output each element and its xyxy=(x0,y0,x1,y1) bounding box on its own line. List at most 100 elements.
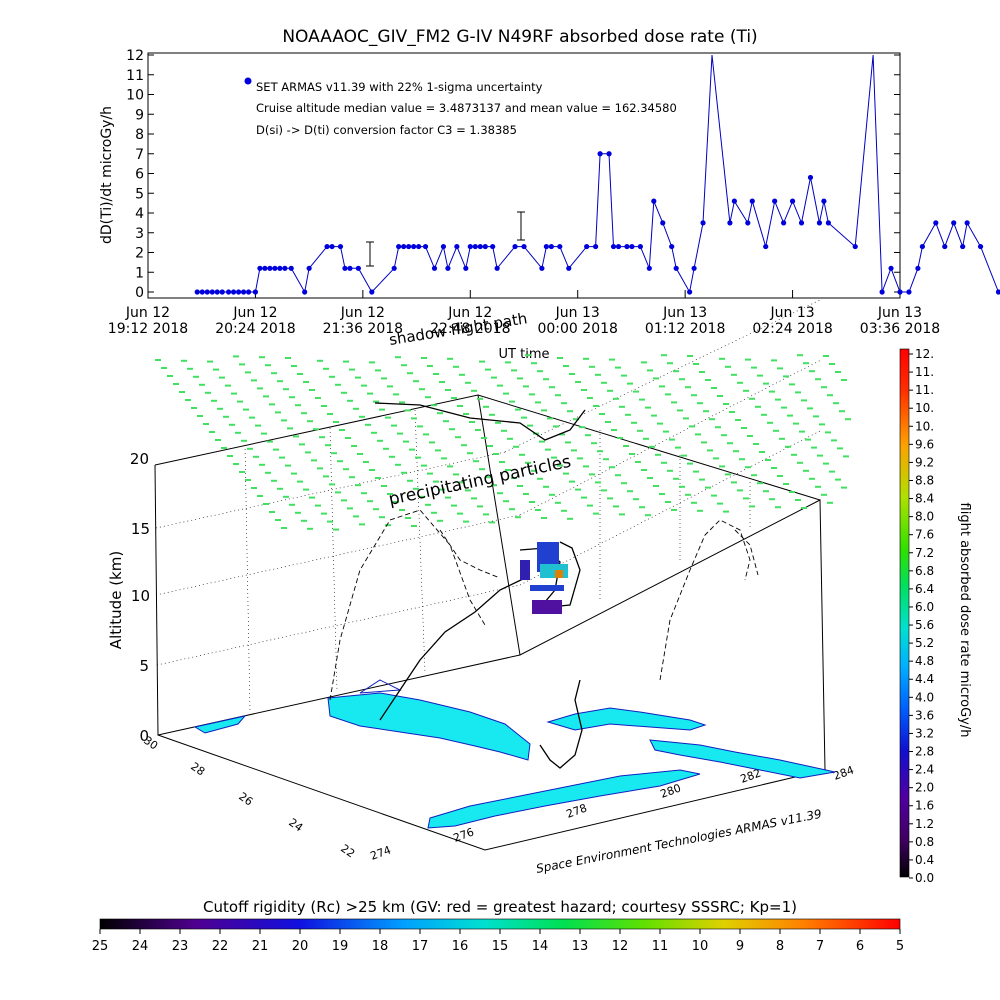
data-point xyxy=(245,289,252,295)
data-point xyxy=(825,220,831,226)
data-point xyxy=(995,289,1000,295)
x-tick-label-date: Jun 13 xyxy=(770,305,815,321)
data-point xyxy=(584,243,590,250)
rc-tick-label: 16 xyxy=(452,939,469,954)
data-point xyxy=(763,243,769,250)
x-tick-label-date: Jun 12 xyxy=(447,305,492,321)
y-tick-label: 11 xyxy=(126,68,144,84)
dose-tick-label: 0.0 xyxy=(915,871,934,885)
x-tick-label-time: 03:36 2018 xyxy=(860,321,940,337)
top-chart-title: NOAAAOC_GIV_FM2 G-IV N49RF absorbed dose… xyxy=(282,27,757,47)
altitude-tick-label: 5 xyxy=(139,657,149,675)
rc-tick-label: 10 xyxy=(692,939,709,954)
data-point xyxy=(204,289,210,295)
latitude-tick-label: 24 xyxy=(286,816,305,835)
top-x-axis-label: UT time xyxy=(499,347,550,362)
dose-tick-label: 2.8 xyxy=(915,745,934,759)
latitude-tick-label: 22 xyxy=(338,842,357,861)
data-point xyxy=(306,265,312,271)
rc-tick-label: 17 xyxy=(412,939,429,954)
data-point xyxy=(521,243,527,250)
x-tick-label-date: Jun 12 xyxy=(232,305,277,321)
data-point xyxy=(942,243,948,250)
top-plot-frame xyxy=(147,52,901,299)
x-tick-label-time: 01:12 2018 xyxy=(645,321,725,337)
rc-tick-label: 22 xyxy=(212,939,229,954)
data-point xyxy=(624,243,630,250)
dose-tick-label: 2.4 xyxy=(915,763,934,777)
data-point xyxy=(267,265,273,271)
dose-colorbar xyxy=(899,348,910,878)
dose-tick-label: 3.6 xyxy=(915,708,934,722)
dose-tick-label: 4.4 xyxy=(915,672,934,686)
rc-tick-label: 19 xyxy=(332,939,349,954)
dose-tick-label: 4.0 xyxy=(915,690,934,704)
data-point xyxy=(225,289,232,295)
data-point xyxy=(240,289,247,295)
dose-tick-label: 6.4 xyxy=(915,582,934,596)
data-point xyxy=(700,220,706,226)
data-point xyxy=(906,289,912,295)
y-tick-label: 8 xyxy=(135,127,144,143)
dose-rate-series xyxy=(194,54,1000,295)
data-point xyxy=(416,243,422,250)
rc-tick-label: 8 xyxy=(776,939,784,954)
dose-tick-label: 9.6 xyxy=(915,437,934,451)
y-tick-label: 1 xyxy=(135,265,144,281)
data-point xyxy=(454,243,460,250)
rc-tick-label: 13 xyxy=(572,939,589,954)
data-point xyxy=(629,243,635,250)
data-point xyxy=(646,265,652,271)
dose-tick-label: 1.6 xyxy=(915,799,934,813)
data-point xyxy=(235,289,242,295)
dose-tick-label: 10. xyxy=(915,401,934,415)
data-point xyxy=(401,243,407,250)
dose-tick-label: 6.0 xyxy=(915,600,934,614)
data-point xyxy=(606,151,612,157)
data-point xyxy=(660,220,666,226)
data-point xyxy=(960,243,966,250)
altitude-axis: 0 5 10 15 20 xyxy=(130,450,150,745)
data-point xyxy=(615,243,622,250)
data-point xyxy=(669,243,675,250)
data-point xyxy=(539,265,545,271)
data-point xyxy=(209,289,215,295)
x-tick-label-date: Jun 13 xyxy=(877,305,922,321)
data-point xyxy=(472,243,478,250)
x-tick-label-date: Jun 12 xyxy=(340,305,385,321)
dose-tick-label: 8.4 xyxy=(915,492,934,506)
error-bars xyxy=(366,211,525,267)
dose-hotspot xyxy=(520,542,568,614)
rc-tick-label: 24 xyxy=(132,939,149,954)
data-point xyxy=(440,243,447,250)
data-point xyxy=(214,289,220,295)
y-tick-label: 7 xyxy=(135,147,144,163)
data-point xyxy=(199,289,205,295)
data-point xyxy=(411,243,417,250)
data-point xyxy=(673,265,679,271)
dose-tick-label: 5.2 xyxy=(915,636,934,650)
altitude-tick-label: 20 xyxy=(130,450,149,468)
annotation-cruise: Cruise altitude median value = 3.4873137… xyxy=(256,101,677,115)
rc-tick-label: 23 xyxy=(172,939,189,954)
dose-tick-label: 7.6 xyxy=(915,528,934,542)
data-point xyxy=(230,289,237,295)
dose-tick-label: 8.0 xyxy=(915,510,934,524)
data-point xyxy=(557,243,563,250)
data-point xyxy=(391,265,397,271)
y-tick-label: 6 xyxy=(135,167,144,183)
data-point xyxy=(445,265,451,271)
data-point xyxy=(512,243,518,250)
rc-tick-label: 25 xyxy=(92,939,109,954)
dose-tick-label: 11. xyxy=(915,365,934,379)
dose-tick-label: 4.8 xyxy=(915,654,934,668)
data-point xyxy=(329,243,335,250)
data-point xyxy=(610,243,617,250)
rc-tick-label: 21 xyxy=(252,939,269,954)
longitude-tick-label: 284 xyxy=(832,763,856,782)
data-point xyxy=(302,289,308,295)
data-point xyxy=(324,243,330,250)
altitude-tick-label: 15 xyxy=(131,520,150,538)
data-point xyxy=(651,198,657,204)
